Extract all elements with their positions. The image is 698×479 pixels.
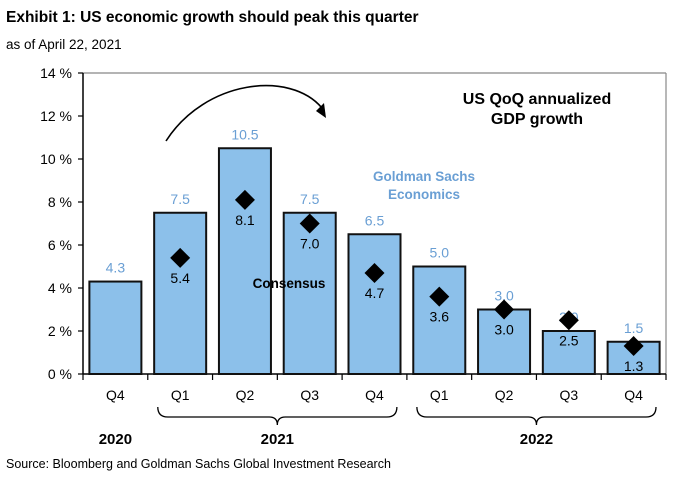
gs-value-label: 3.0	[494, 288, 514, 304]
x-tick-label: Q1	[171, 387, 190, 403]
gs-bar	[541, 330, 596, 375]
consensus-value-label: 4.7	[365, 285, 385, 301]
x-tick-label: Q4	[106, 387, 125, 403]
peak-arrow	[165, 84, 323, 142]
year-brace	[157, 406, 398, 426]
consensus-value-label: 5.4	[170, 270, 190, 286]
source-note: Source: Bloomberg and Goldman Sachs Glob…	[6, 457, 391, 471]
x-tick-label: Q3	[300, 387, 319, 403]
gs-value-label: 6.5	[365, 212, 385, 228]
chart-label-line1: US QoQ annualized	[463, 91, 611, 108]
arrow-head-icon	[316, 103, 326, 118]
consensus-value-label: 7.0	[300, 236, 320, 252]
consensus-value-label: 1.3	[624, 358, 644, 374]
consensus-marker	[494, 299, 515, 320]
legend-gs-line1: Goldman Sachs	[373, 169, 475, 184]
gs-bar	[217, 147, 272, 375]
year-brace	[416, 406, 657, 426]
gs-value-label: 1.5	[624, 320, 644, 336]
y-tick-label: 12 %	[40, 108, 72, 124]
x-tick-label: Q2	[495, 387, 514, 403]
legend-consensus: Consensus	[253, 276, 326, 291]
y-tick-label: 4 %	[48, 280, 72, 296]
gs-bar	[347, 233, 402, 375]
year-label: 2020	[99, 431, 132, 448]
gs-value-label: 4.3	[106, 260, 126, 276]
y-tick-label: 6 %	[48, 237, 72, 253]
y-tick-label: 0 %	[48, 366, 72, 382]
y-tick-label: 14 %	[40, 65, 72, 81]
consensus-value-label: 3.6	[430, 309, 450, 325]
consensus-value-label: 3.0	[494, 322, 514, 338]
x-tick-label: Q3	[559, 387, 578, 403]
year-label: 2021	[261, 431, 294, 448]
consensus-marker	[234, 189, 255, 210]
consensus-marker	[429, 286, 450, 307]
consensus-value-label: 8.1	[235, 212, 255, 228]
consensus-marker	[623, 336, 644, 357]
consensus-marker	[299, 213, 320, 234]
y-tick-label: 2 %	[48, 323, 72, 339]
chart-subtitle: as of April 22, 2021	[6, 37, 122, 52]
year-label: 2022	[520, 431, 553, 448]
gs-bar	[153, 211, 208, 375]
x-tick-label: Q1	[430, 387, 449, 403]
x-tick-label: Q2	[236, 387, 255, 403]
gs-value-label: 7.5	[300, 191, 320, 207]
consensus-marker	[558, 310, 579, 331]
x-tick-label: Q4	[624, 387, 643, 403]
gs-value-label: 10.5	[231, 126, 258, 142]
consensus-marker	[170, 247, 191, 268]
chart-label-line2: GDP growth	[491, 111, 583, 128]
gs-value-label: 5.0	[430, 245, 450, 261]
x-tick-label: Q4	[365, 387, 384, 403]
consensus-value-label: 2.5	[559, 332, 579, 348]
legend-gs-line2: Economics	[388, 187, 460, 202]
gs-value-label: 7.5	[170, 191, 190, 207]
y-tick-label: 10 %	[40, 151, 72, 167]
gs-bar	[412, 265, 467, 375]
gs-bar	[282, 211, 337, 375]
consensus-marker	[364, 262, 385, 283]
y-tick-label: 8 %	[48, 194, 72, 210]
gs-bar	[88, 280, 143, 375]
chart-title: Exhibit 1: US economic growth should pea…	[6, 9, 419, 26]
